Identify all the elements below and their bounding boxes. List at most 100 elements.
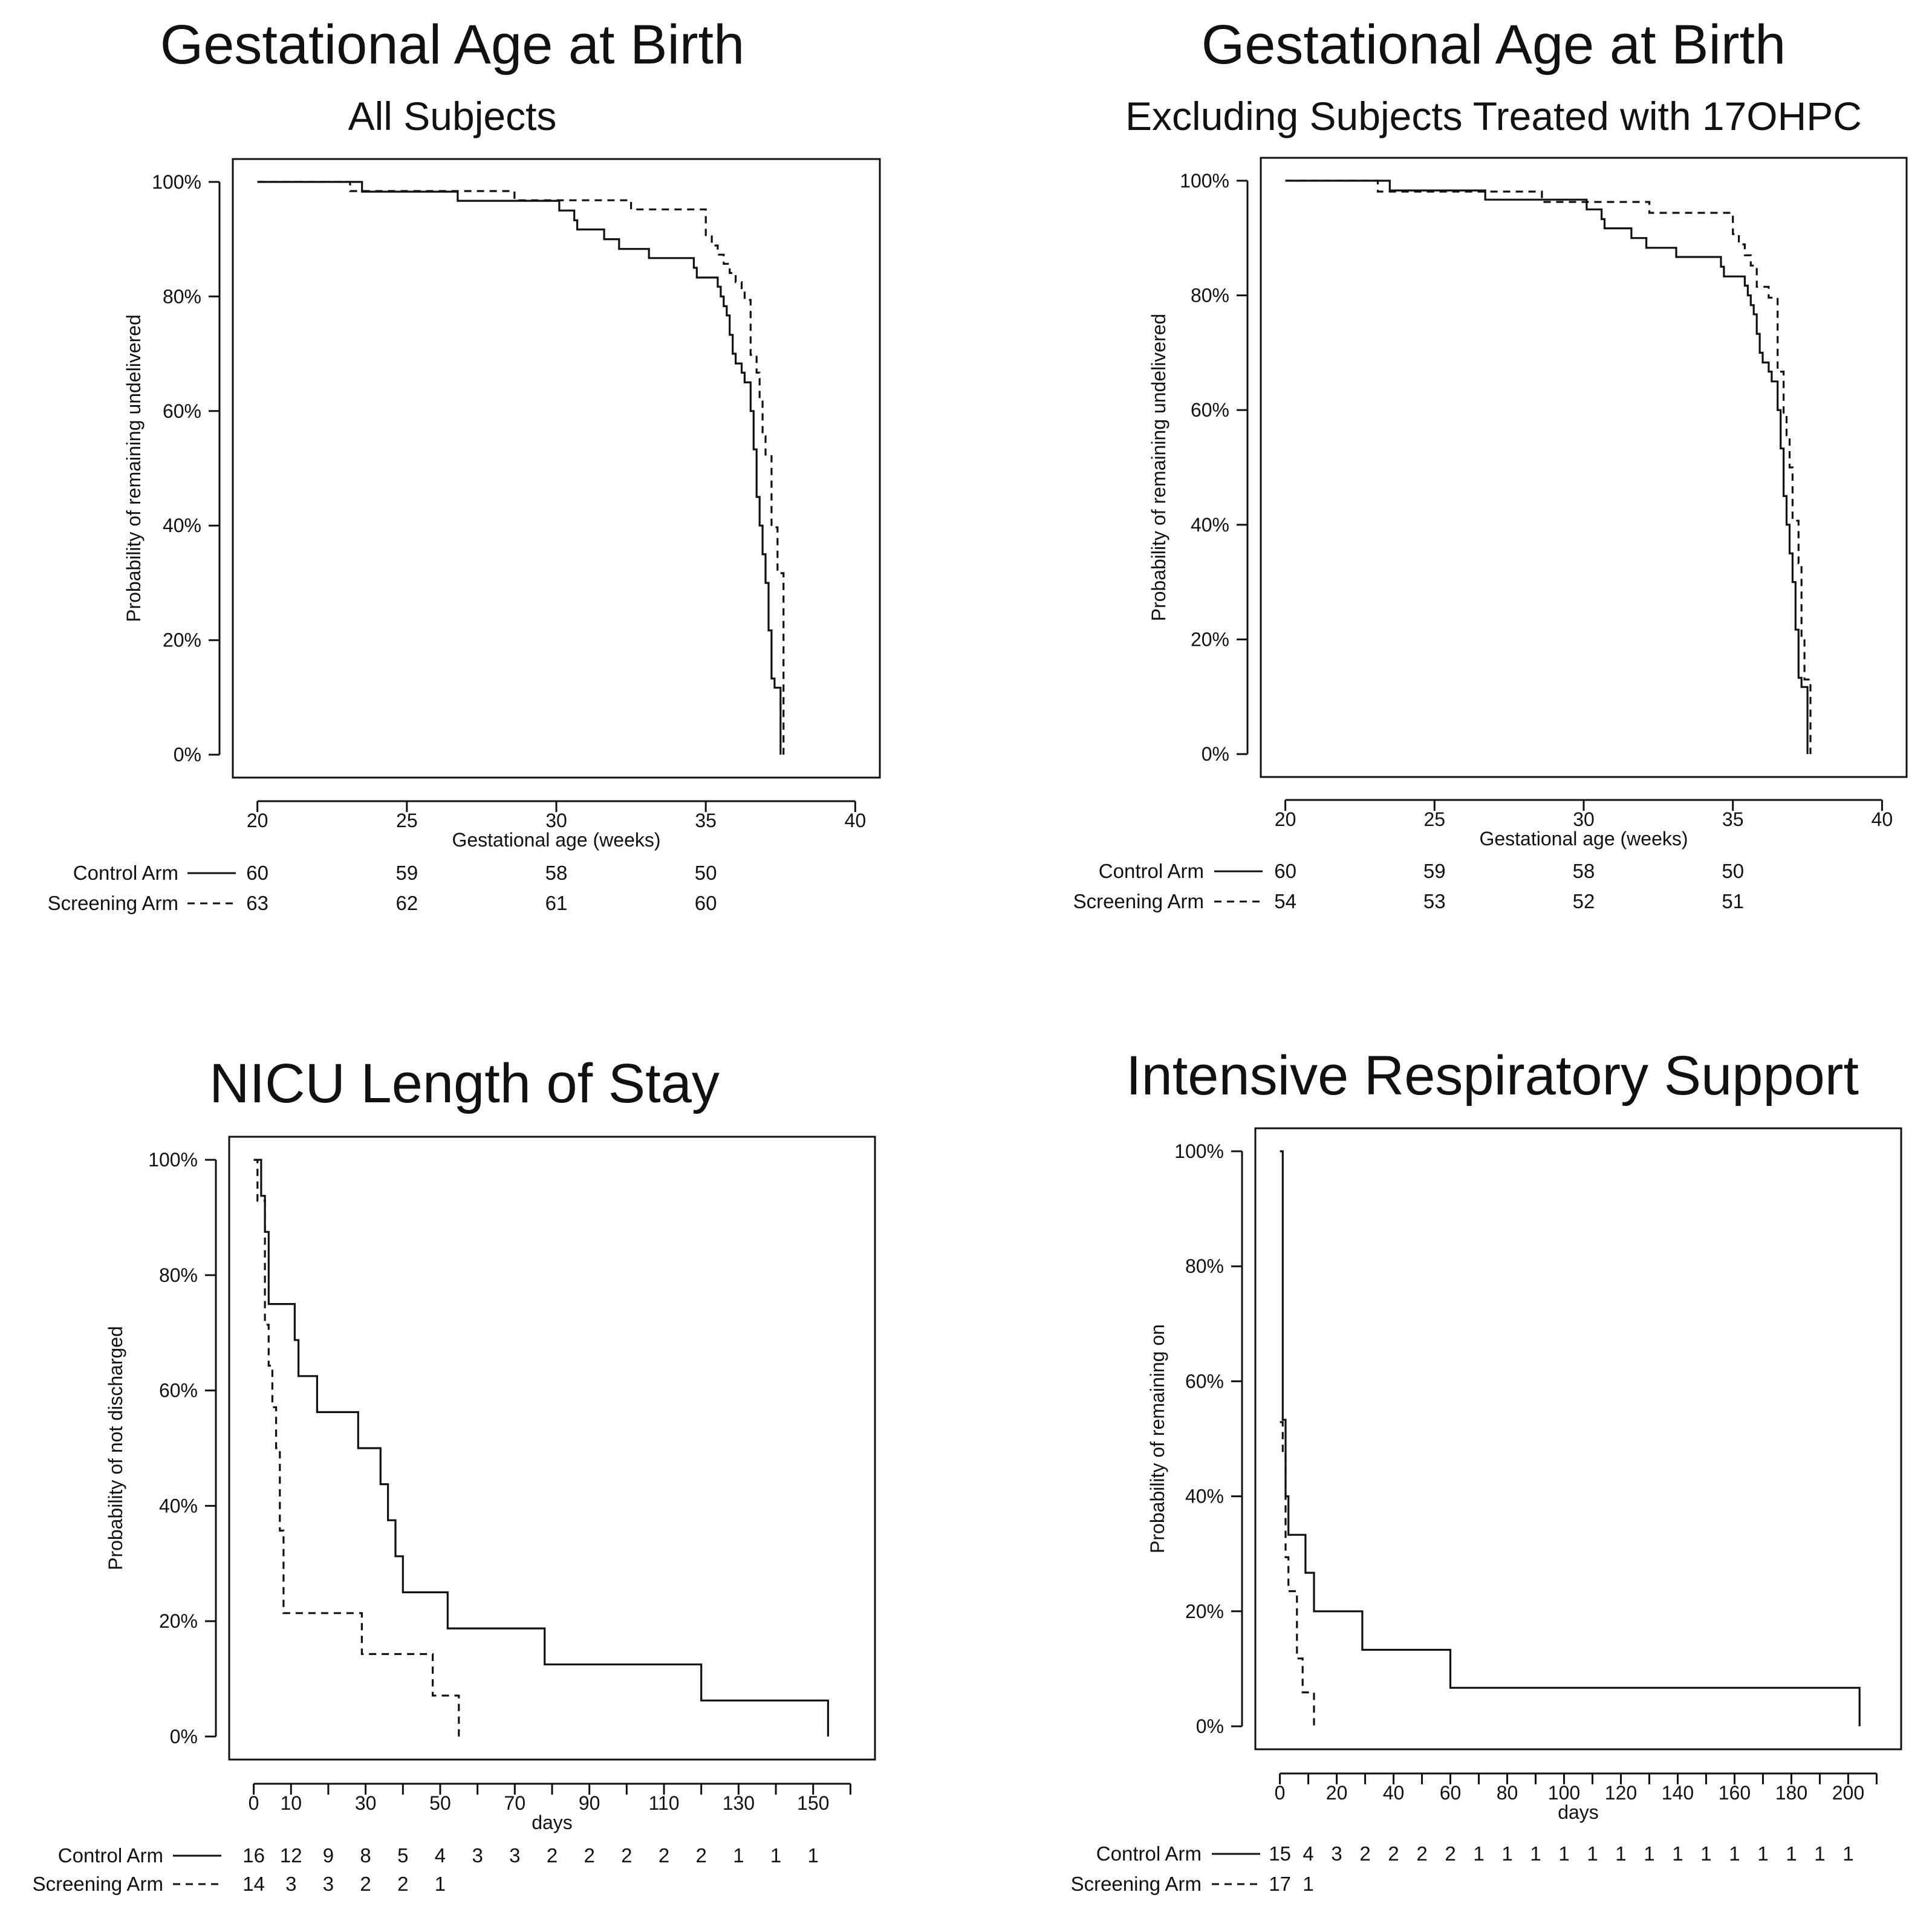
chart-panel-2: Gestational Age at Birth Excluding Subjec… [1073, 14, 1908, 912]
risk-count: 3 [285, 1873, 296, 1895]
km-curve-control-arm [257, 181, 782, 755]
x-tick-label: 30 [1573, 808, 1595, 830]
x-tick-label: 180 [1775, 1782, 1807, 1804]
y-axis-label: Probability of remaining undelivered [1148, 314, 1169, 622]
x-tick-label: 20 [1326, 1782, 1348, 1804]
x-tick-label: 80 [1497, 1782, 1518, 1804]
x-tick-label: 70 [504, 1792, 526, 1814]
risk-count: 17 [1269, 1873, 1291, 1895]
plot-frame [228, 1136, 876, 1761]
chart-subtitle: All Subjects [348, 94, 557, 138]
risk-count: 2 [1445, 1842, 1456, 1865]
x-tick-label: 140 [1662, 1782, 1694, 1804]
risk-count: 3 [509, 1844, 520, 1867]
x-tick-label: 200 [1832, 1782, 1864, 1804]
chart-panel-3: NICU Length of Stay 0% 20% 40% 60% 80% 100% 0 10… [33, 1053, 876, 1895]
y-tick-label: 100% [1174, 1140, 1224, 1162]
km-curve-screening-arm [1285, 180, 1812, 755]
risk-count: 50 [695, 862, 717, 884]
km-curve-screening-arm [1280, 1421, 1315, 1726]
y-tick-label: 60% [163, 400, 201, 422]
risk-row-label: Control Arm [73, 862, 178, 884]
y-tick-label: 40% [1191, 514, 1229, 536]
risk-count: 1 [1700, 1842, 1711, 1865]
risk-count: 2 [1416, 1842, 1427, 1865]
risk-row-label: Screening Arm [48, 892, 178, 914]
risk-row-label: Control Arm [1096, 1842, 1202, 1865]
x-tick-label: 10 [280, 1792, 302, 1814]
km-curve-control-arm [253, 1159, 829, 1737]
x-tick-label: 60 [1440, 1782, 1462, 1804]
y-tick-label: 0% [170, 1726, 198, 1747]
risk-count: 5 [397, 1844, 408, 1867]
y-tick-label: 0% [1202, 743, 1229, 765]
risk-row-label: Control Arm [58, 1844, 163, 1867]
x-tick-label: 160 [1719, 1782, 1751, 1804]
risk-count: 1 [1501, 1842, 1512, 1865]
risk-count: 2 [1388, 1842, 1399, 1865]
risk-count: 2 [696, 1844, 707, 1867]
risk-count: 1 [1303, 1873, 1313, 1895]
x-tick-label: 35 [1722, 808, 1744, 830]
risk-count: 3 [1331, 1842, 1342, 1865]
x-tick-label: 90 [579, 1792, 600, 1814]
risk-count: 62 [395, 892, 418, 914]
plot-frame [1254, 1127, 1902, 1750]
x-tick-label: 25 [396, 810, 418, 831]
x-tick-label: 0 [1275, 1782, 1286, 1804]
km-curve-screening-arm [253, 1159, 460, 1737]
plot-frame [232, 158, 881, 779]
risk-count: 50 [1722, 860, 1744, 882]
y-tick-label: 0% [1196, 1715, 1224, 1737]
x-tick-label: 40 [1383, 1782, 1405, 1804]
y-tick-label: 80% [1185, 1255, 1224, 1277]
risk-count: 1 [733, 1844, 744, 1867]
y-tick-label: 40% [163, 515, 201, 536]
y-tick-label: 80% [159, 1264, 198, 1286]
chart-title: Intensive Respiratory Support [1126, 1045, 1859, 1107]
chart-panel-4: Intensive Respiratory Support 0% 20% 40% 60%… [1071, 1045, 1902, 1895]
x-axis-label: Gestational age (weeks) [452, 829, 660, 851]
risk-count: 4 [435, 1844, 446, 1867]
risk-count: 2 [659, 1844, 669, 1867]
x-tick-label: 20 [247, 810, 268, 831]
x-tick-label: 20 [1275, 808, 1296, 830]
risk-count: 3 [472, 1844, 483, 1867]
y-tick-label: 20% [1191, 628, 1229, 650]
risk-count: 9 [323, 1844, 334, 1867]
risk-row-label: Screening Arm [1071, 1873, 1202, 1895]
x-tick-label: 40 [1872, 808, 1893, 830]
risk-count: 59 [1423, 860, 1446, 882]
risk-count: 60 [246, 862, 268, 884]
y-axis-label: Probability of remaining on [1147, 1324, 1168, 1553]
x-axis-label: days [1558, 1801, 1599, 1823]
y-tick-label: 20% [163, 629, 201, 651]
risk-count: 2 [360, 1873, 371, 1895]
risk-count: 1 [1473, 1842, 1484, 1865]
y-tick-label: 100% [152, 171, 201, 193]
km-curve-screening-arm [257, 181, 785, 755]
risk-count: 1 [1530, 1842, 1541, 1865]
risk-count: 2 [621, 1844, 632, 1867]
risk-count: 1 [1644, 1842, 1654, 1865]
y-tick-label: 100% [148, 1149, 198, 1171]
risk-count: 1 [1786, 1842, 1797, 1865]
x-tick-label: 100 [1548, 1782, 1580, 1804]
risk-count: 14 [242, 1873, 265, 1895]
x-tick-label: 120 [1605, 1782, 1637, 1804]
y-tick-label: 20% [159, 1610, 198, 1632]
risk-count: 1 [1558, 1842, 1569, 1865]
risk-count: 2 [397, 1873, 408, 1895]
risk-row-label: Screening Arm [33, 1873, 163, 1895]
y-tick-label: 60% [1185, 1370, 1224, 1392]
risk-count: 15 [1269, 1842, 1291, 1865]
chart-title: Gestational Age at Birth [160, 14, 745, 76]
y-tick-label: 20% [1185, 1601, 1224, 1622]
risk-count: 1 [770, 1844, 781, 1867]
x-tick-label: 30 [355, 1792, 377, 1814]
x-tick-label: 150 [797, 1792, 829, 1814]
x-tick-label: 0 [249, 1792, 259, 1814]
risk-count: 16 [242, 1844, 265, 1867]
risk-count: 60 [1274, 860, 1296, 882]
